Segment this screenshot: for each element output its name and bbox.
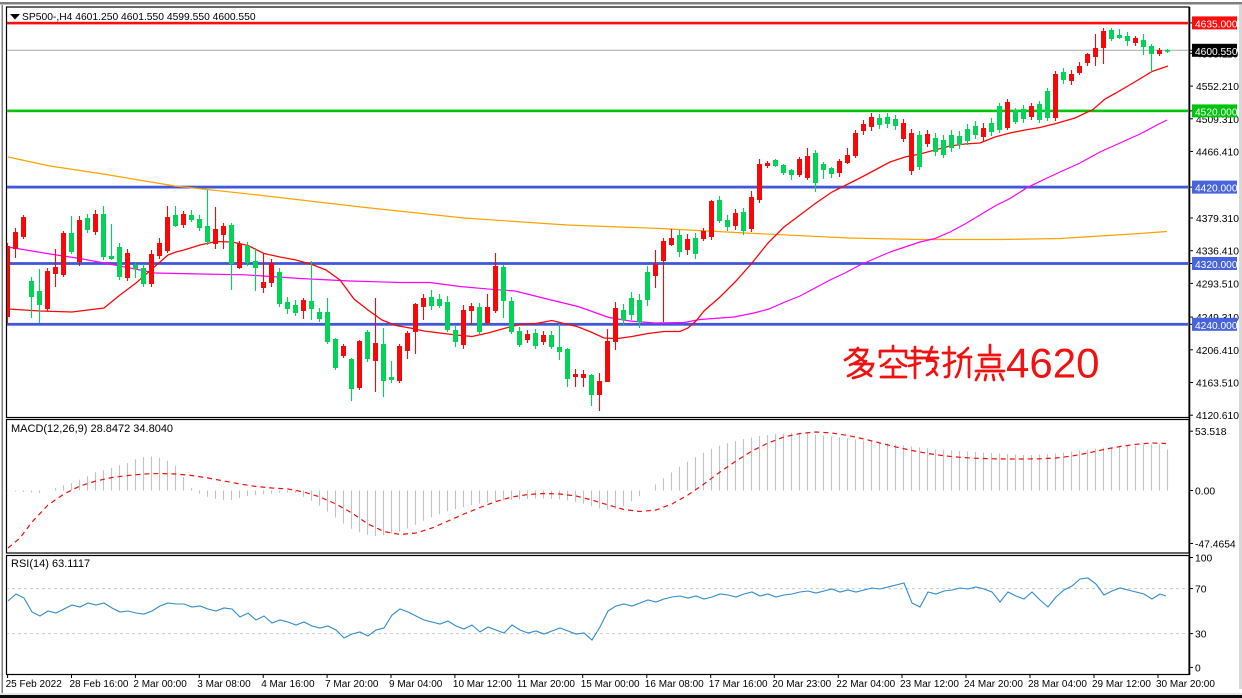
svg-text:3 Mar 08:00: 3 Mar 08:00 <box>197 679 251 690</box>
svg-text:4620: 4620 <box>1006 340 1099 387</box>
svg-text:2 Mar 00:00: 2 Mar 00:00 <box>133 679 187 690</box>
svg-text:SP500-,H4 4601.250 4601.550 4: SP500-,H4 4601.250 4601.550 4599.550 460… <box>22 12 256 23</box>
svg-text:53.518: 53.518 <box>1195 427 1227 438</box>
svg-text:4 Mar 16:00: 4 Mar 16:00 <box>261 679 315 690</box>
svg-text:4206.410: 4206.410 <box>1196 346 1239 357</box>
svg-text:15 Mar 00:00: 15 Mar 00:00 <box>581 679 640 690</box>
svg-text:-47.4654: -47.4654 <box>1195 540 1236 551</box>
svg-text:4635.000: 4635.000 <box>1195 19 1238 30</box>
svg-text:24 Mar 20:00: 24 Mar 20:00 <box>964 679 1023 690</box>
svg-text:30 Mar 20:00: 30 Mar 20:00 <box>1156 679 1215 690</box>
svg-text:7 Mar 20:00: 7 Mar 20:00 <box>325 679 379 690</box>
svg-text:4509.310: 4509.310 <box>1196 115 1239 126</box>
svg-text:70: 70 <box>1195 585 1207 596</box>
svg-text:4466.410: 4466.410 <box>1196 148 1239 159</box>
svg-text:30: 30 <box>1195 630 1207 641</box>
svg-text:28 Feb 16:00: 28 Feb 16:00 <box>70 679 129 690</box>
svg-text:4163.510: 4163.510 <box>1196 379 1239 390</box>
svg-text:4600.550: 4600.550 <box>1195 47 1238 58</box>
svg-text:20 Mar 23:00: 20 Mar 23:00 <box>772 679 831 690</box>
svg-text:10 Mar 12:00: 10 Mar 12:00 <box>453 679 512 690</box>
svg-text:28 Mar 04:00: 28 Mar 04:00 <box>1028 679 1087 690</box>
svg-text:4120.610: 4120.610 <box>1196 411 1239 422</box>
svg-text:MACD(12,26,9) 28.8472 34.8040: MACD(12,26,9) 28.8472 34.8040 <box>11 423 173 435</box>
svg-text:0.00: 0.00 <box>1195 487 1215 498</box>
svg-text:29 Mar 12:00: 29 Mar 12:00 <box>1092 679 1151 690</box>
svg-text:100: 100 <box>1195 554 1212 565</box>
svg-text:11 Mar 20:00: 11 Mar 20:00 <box>517 679 576 690</box>
svg-text:4520.000: 4520.000 <box>1195 107 1238 118</box>
svg-text:4293.510: 4293.510 <box>1196 279 1239 290</box>
svg-text:4240.000: 4240.000 <box>1195 321 1238 332</box>
svg-text:17 Mar 16:00: 17 Mar 16:00 <box>709 679 768 690</box>
svg-text:4552.210: 4552.210 <box>1196 82 1239 93</box>
svg-text:4320.000: 4320.000 <box>1195 260 1238 271</box>
svg-text:16 Mar 08:00: 16 Mar 08:00 <box>645 679 704 690</box>
svg-text:4336.410: 4336.410 <box>1196 247 1239 258</box>
svg-text:23 Mar 12:00: 23 Mar 12:00 <box>900 679 959 690</box>
svg-text:9 Mar 04:00: 9 Mar 04:00 <box>389 679 443 690</box>
svg-text:0: 0 <box>1195 663 1201 674</box>
svg-text:4379.310: 4379.310 <box>1196 214 1239 225</box>
svg-text:4420.000: 4420.000 <box>1195 184 1238 195</box>
svg-text:RSI(14) 63.1117: RSI(14) 63.1117 <box>11 558 90 570</box>
svg-text:25 Feb 2022: 25 Feb 2022 <box>6 679 63 690</box>
svg-text:22 Mar 04:00: 22 Mar 04:00 <box>836 679 895 690</box>
